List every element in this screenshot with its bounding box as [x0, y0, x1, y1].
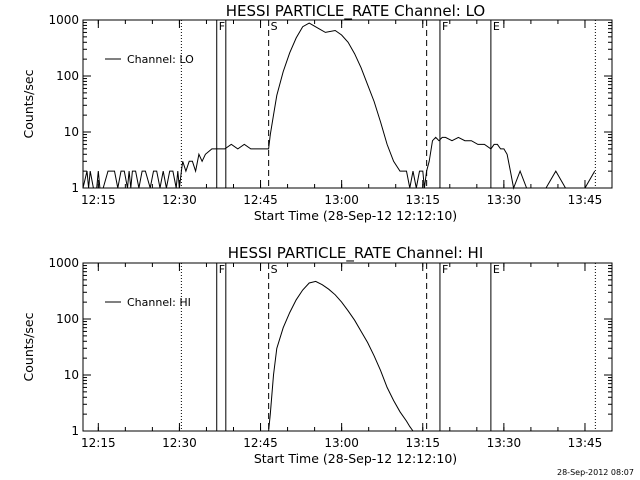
x-tick-label: 13:00 — [324, 436, 359, 450]
plot-frame — [82, 262, 613, 432]
y-tick-label: 1000 — [48, 256, 79, 270]
x-tick-label: 13:45 — [568, 436, 603, 450]
x-tick-label: 12:15 — [81, 436, 116, 450]
event-marker-label: F — [442, 263, 448, 276]
x-tick-label: 12:45 — [243, 436, 278, 450]
y-tick-label: 1 — [71, 181, 79, 195]
y-tick-label: 1000 — [48, 13, 79, 27]
plot-frame — [82, 19, 613, 189]
x-tick-label: 12:30 — [162, 436, 197, 450]
y-tick-label: 10 — [64, 368, 79, 382]
y-axis-label: Counts/sec — [21, 69, 36, 138]
chart-panel-1: HESSI PARTICLE_RATE Channel: LO 1 10 100 100… — [21, 2, 613, 223]
x-axis-label: Start Time (28-Sep-12 12:12:10) — [254, 451, 457, 466]
series-line — [268, 280, 414, 432]
event-marker-label: S — [271, 263, 278, 276]
chart-title: HESSI PARTICLE_RATE Channel: HI — [228, 244, 484, 263]
legend-label: Channel: LO — [127, 53, 194, 66]
event-marker-label: E — [493, 263, 500, 276]
y-tick-label: 100 — [56, 69, 79, 83]
x-tick-label: 13:15 — [405, 436, 440, 450]
event-marker-label: S — [271, 20, 278, 33]
chart-title: HESSI PARTICLE_RATE Channel: LO — [226, 2, 485, 21]
x-axis-label: Start Time (28-Sep-12 12:12:10) — [254, 208, 457, 223]
x-tick-label: 13:30 — [487, 193, 522, 207]
y-tick-label: 100 — [56, 312, 79, 326]
legend-label: Channel: HI — [127, 296, 191, 309]
x-tick-label: 12:30 — [162, 193, 197, 207]
plot-timestamp: 28-Sep-2012 08:07 — [557, 468, 634, 477]
event-marker-label: F — [219, 263, 225, 276]
x-tick-label: 12:45 — [243, 193, 278, 207]
chart-panel-2: HESSI PARTICLE_RATE Channel: HI 1 10 100 100… — [21, 244, 613, 466]
event-marker-label: F — [442, 20, 448, 33]
x-tick-label: 13:30 — [487, 436, 522, 450]
x-tick-label: 13:45 — [568, 193, 603, 207]
event-marker-label: E — [493, 20, 500, 33]
y-axis-label: Counts/sec — [21, 312, 36, 381]
x-tick-label: 13:15 — [405, 193, 440, 207]
x-tick-label: 12:15 — [81, 193, 116, 207]
event-marker-label: F — [219, 20, 225, 33]
series-line — [82, 22, 596, 190]
x-tick-label: 13:00 — [324, 193, 359, 207]
y-tick-label: 10 — [64, 125, 79, 139]
y-tick-label: 1 — [71, 424, 79, 438]
